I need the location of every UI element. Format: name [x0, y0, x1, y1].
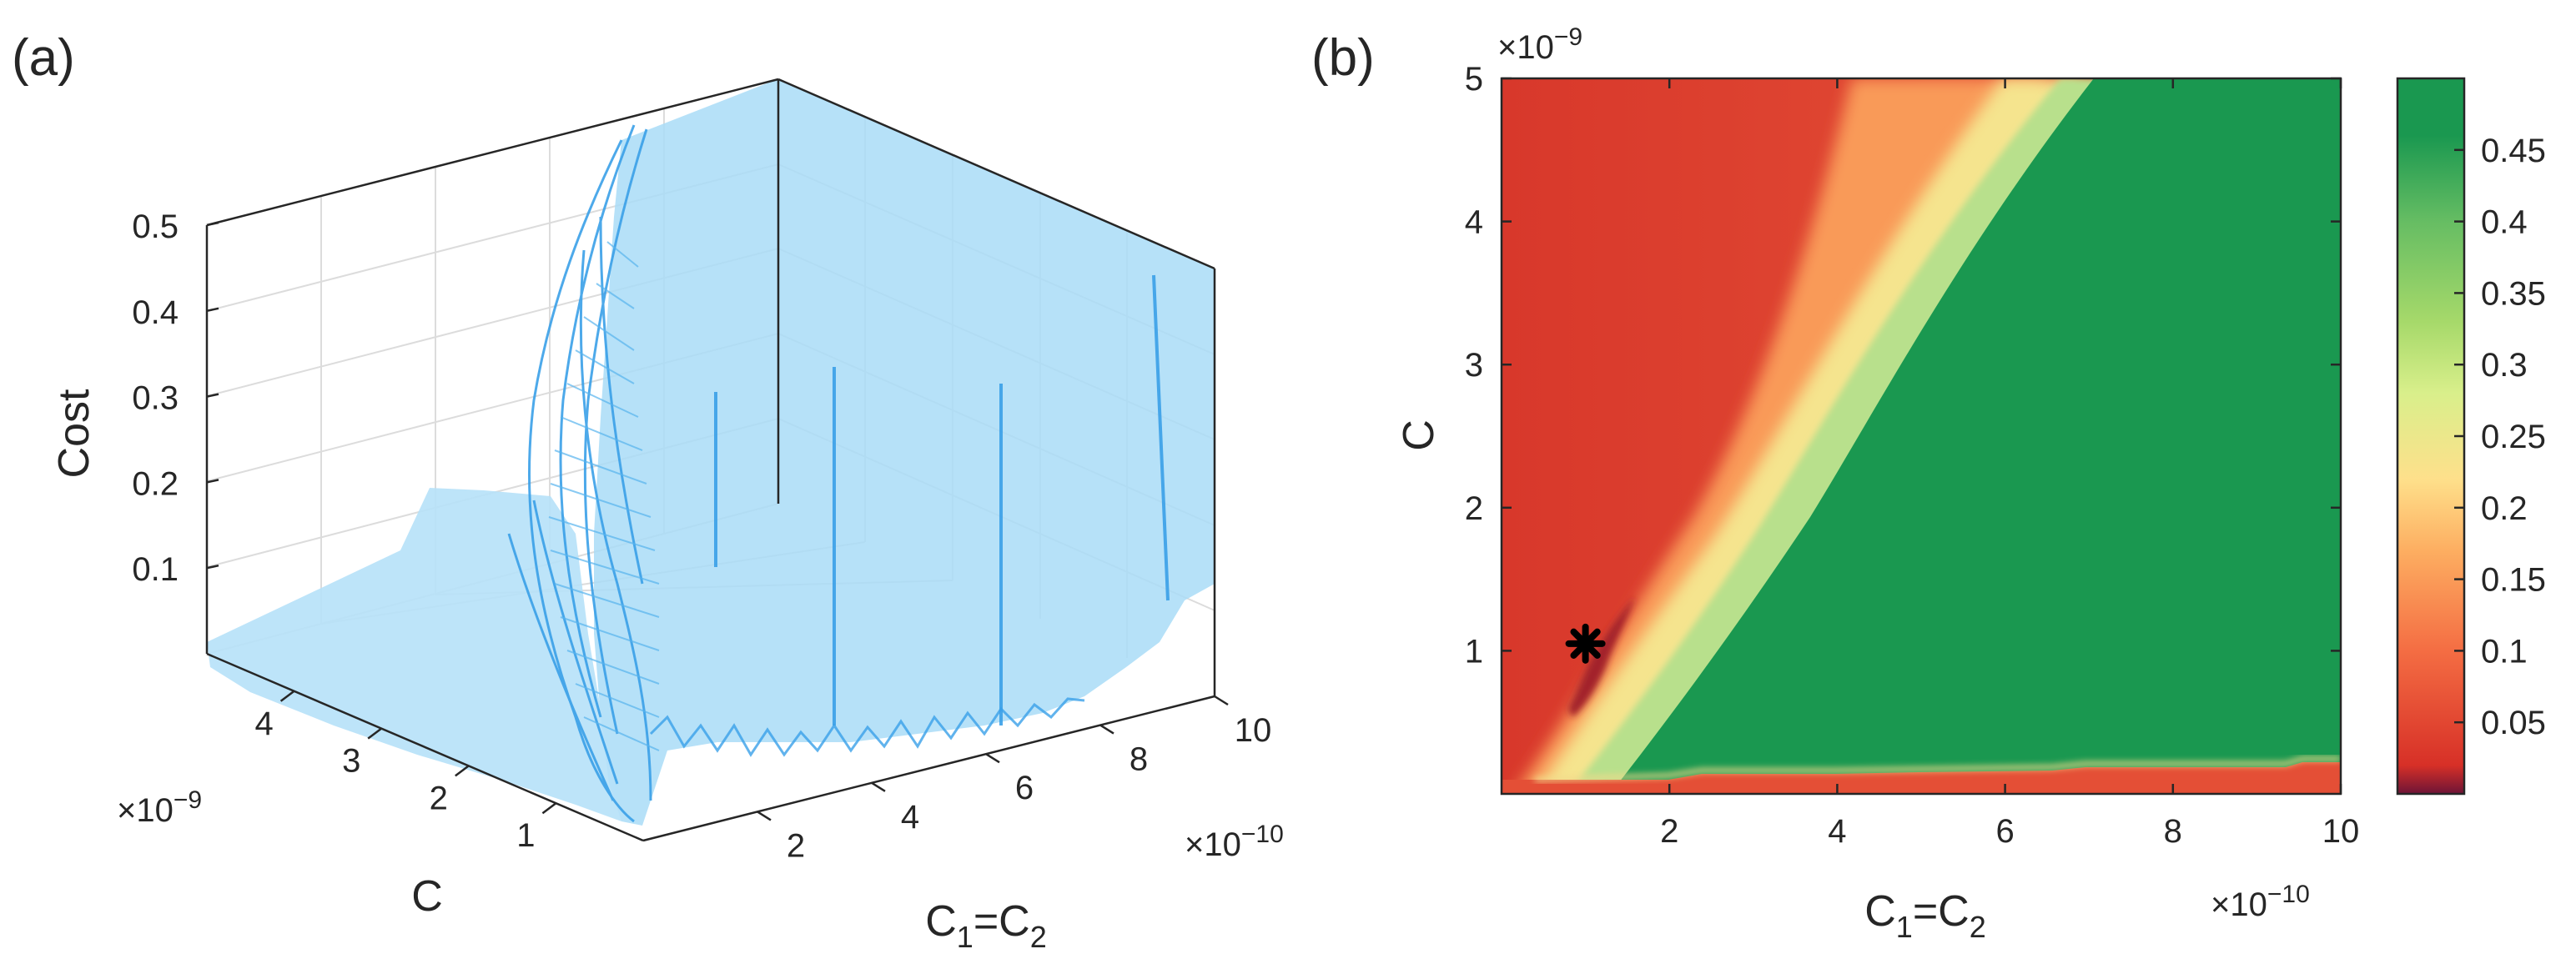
panel-a-x-tick-label: 4: [901, 799, 919, 836]
panel-b-axes-frame: [1500, 77, 2342, 796]
panel-a-y-multiplier: ×10−9: [117, 786, 202, 829]
panel-a-y-tick-mark: [279, 690, 295, 702]
panel-b-optimum-marker: [1565, 623, 1606, 664]
panel-b-x-ticks: 2 4 6 8 10: [1660, 78, 2359, 850]
panel-a-y-tick-label: 2: [430, 780, 448, 816]
panel-a-ylabel: C: [411, 872, 443, 921]
panel-a-z-tick-label: 0.4: [132, 294, 179, 331]
panel-a-z-tick-mark: [206, 393, 219, 398]
panel-a-surface-plateau: [594, 79, 1215, 826]
panel-b-colorbar-tick-label: 0.3: [2481, 347, 2528, 384]
panel-a-z-tick-mark: [206, 221, 219, 227]
panel-b-colorbar-tick-label: 0.05: [2481, 705, 2546, 741]
panel-a-z-tick-label: 0.3: [132, 380, 179, 417]
panel-b-y-tick-label: 3: [1465, 347, 1483, 384]
panel-b-colorbar-ticks: 0.05 0.1 0.15 0.2 0.25 0.3 0.35 0.4 0.45: [2454, 133, 2546, 741]
panel-a-z-ticks: 0.1 0.2 0.3 0.4 0.5: [132, 208, 219, 588]
panel-b-x-tick-label: 2: [1660, 813, 1678, 850]
panel-b-green-region: [1610, 78, 2341, 794]
panel-b-bottom-strip: [1502, 762, 2341, 794]
panel-a-y-tick-label: 4: [254, 705, 273, 742]
panel-a-x-tick-mark: [1214, 695, 1229, 706]
panel-b-colorbar-fill: [2397, 78, 2464, 794]
panel-b-label: (b): [1311, 29, 1375, 87]
panel-b-colorbar-tick-label: 0.45: [2481, 133, 2546, 169]
panel-b-colorbar-tick-label: 0.35: [2481, 275, 2546, 312]
panel-a-z-tick-label: 0.5: [132, 208, 179, 245]
panel-a-surface-plot: (a): [12, 29, 1284, 954]
panel-b-xlabel: C1=C2: [1864, 887, 1986, 944]
panel-b-dark-ridge: [1568, 596, 1635, 717]
panel-a-axes: [205, 78, 1216, 842]
panel-a-y-tick-label: 1: [516, 817, 535, 854]
panel-a-y-ticks: 1 2 3 4: [254, 690, 557, 854]
panel-b-heatmap-field: [1502, 78, 2341, 794]
panel-a-xlabel: C1=C2: [925, 897, 1047, 954]
panel-a-y-tick-label: 3: [342, 743, 360, 780]
panel-b-y-tick-label: 2: [1465, 490, 1483, 527]
panel-a-surface-valley: [207, 488, 621, 821]
panel-a-x-tick-label: 10: [1235, 712, 1272, 749]
panel-b-ylabel: C: [1395, 419, 1443, 451]
panel-a-z-tick-label: 0.1: [132, 551, 179, 588]
panel-b-y-multiplier: ×10−9: [1497, 23, 1582, 66]
panel-b-x-tick-label: 6: [1995, 813, 2014, 850]
panel-b-x-multiplier: ×10−10: [2211, 881, 2310, 923]
panel-a-surface: [207, 79, 1215, 826]
panel-a-x-tick-mark: [1099, 724, 1114, 735]
panel-a-y-tick-mark: [367, 727, 382, 740]
panel-a-x-tick-mark: [871, 781, 886, 792]
panel-b-colorbar-tick-label: 0.2: [2481, 490, 2528, 527]
panel-a-label: (a): [12, 29, 75, 87]
panel-a-x-tick-label: 8: [1130, 741, 1148, 778]
panel-b-y-tick-label: 4: [1465, 204, 1483, 241]
panel-a-x-tick-label: 2: [787, 827, 805, 864]
panel-a-y-tick-mark: [541, 802, 557, 815]
panel-a-y-tick-mark: [455, 765, 470, 777]
panel-a-x-multiplier: ×10−10: [1185, 821, 1284, 863]
panel-b-marker-stroke: [1570, 628, 1601, 659]
panel-b-colorbar-tick-label: 0.1: [2481, 633, 2528, 670]
panel-b-colorbar: 0.05 0.1 0.15 0.2 0.25 0.3 0.35 0.4 0.45: [2396, 77, 2546, 796]
panel-a-x-tick-mark: [985, 753, 1000, 764]
panel-b-x-tick-label: 10: [2322, 813, 2360, 850]
panel-b-x-tick-label: 4: [1828, 813, 1846, 850]
panel-a-z-tick-mark: [206, 307, 219, 313]
panel-b-x-tick-label: 8: [2164, 813, 2182, 850]
panel-b-colorbar-tick-label: 0.15: [2481, 562, 2546, 599]
panel-a-x-tick-mark: [757, 811, 772, 821]
panel-b-colorbar-tick-label: 0.25: [2481, 419, 2546, 455]
panel-a-zlabel: Cost: [50, 389, 98, 478]
panel-a-z-tick-mark: [206, 479, 219, 484]
panel-a-x-tick-label: 6: [1015, 770, 1034, 806]
panel-a-z-tick-mark: [206, 564, 219, 570]
panel-b-y-ticks: 1 2 3 4 5: [1465, 61, 2341, 670]
panel-a-surface-noise: [649, 697, 1085, 757]
panel-b-y-tick-label: 1: [1465, 633, 1483, 670]
panel-a-x-ticks: 2 4 6 8 10: [757, 695, 1272, 864]
panel-b-colorbar-tick-label: 0.4: [2481, 204, 2528, 241]
panel-b-y-tick-label: 5: [1465, 61, 1483, 98]
panel-a-z-tick-label: 0.2: [132, 465, 179, 502]
